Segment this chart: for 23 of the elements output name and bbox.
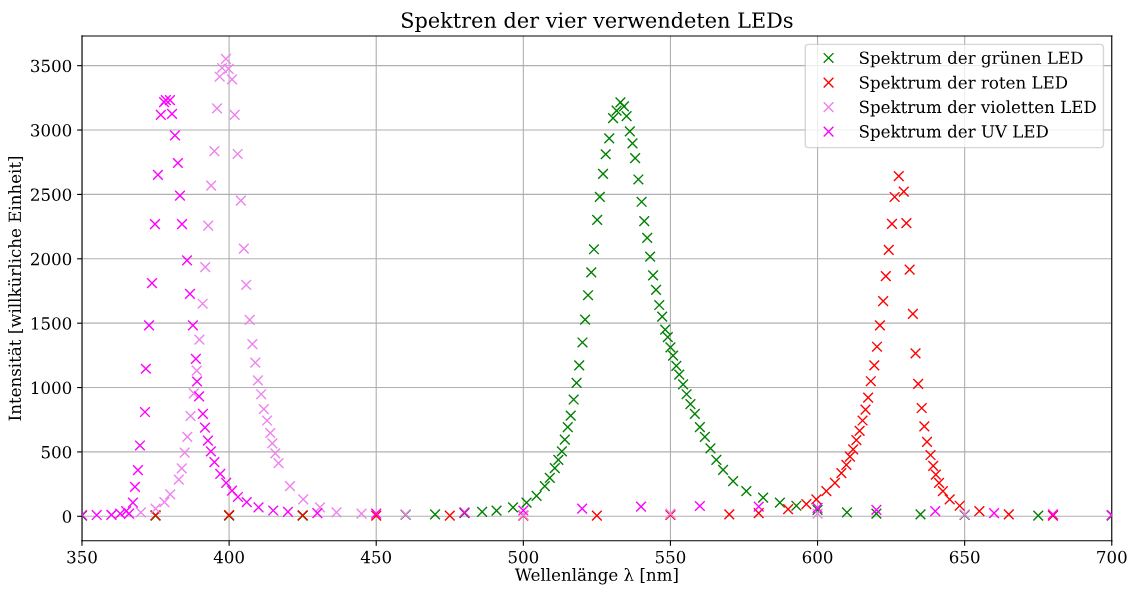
y-tick-label: 3500 [31,59,72,73]
y-tick-label: 2000 [30,252,72,266]
y-tick-label: 1500 [31,317,72,330]
x-tick-label: 400 [213,550,244,564]
x-tick-label: 450 [360,550,392,564]
y-tick-label: 3000 [31,124,72,137]
x-tick-label: 700 [1097,550,1127,564]
legend-label: Spektrum der violetten LED [859,100,1096,117]
y-tick-label: 0 [62,510,72,523]
x-tick-label: 350 [67,550,97,564]
y-tick-label: 2500 [30,188,72,201]
legend-label: Spektrum der UV LED [859,124,1048,141]
x-tick-label: 500 [508,550,539,564]
y-tick-label: 1000 [31,381,72,395]
legend-label: Spektrum der roten LED [859,75,1068,92]
y-axis-title: Intensität [willkürliche Einheit] [8,156,24,421]
x-axis-title: Wellenlänge λ [nm] [514,568,678,585]
y-tick-label: 500 [41,445,72,459]
x-tick-label: 550 [655,550,686,564]
chart-title: Spektren der vier verwendeten LEDs [401,11,793,33]
legend-label: Spektrum der grünen LED [859,51,1083,68]
x-tick-label: 650 [949,550,980,564]
x-tick-label: 600 [802,550,833,564]
